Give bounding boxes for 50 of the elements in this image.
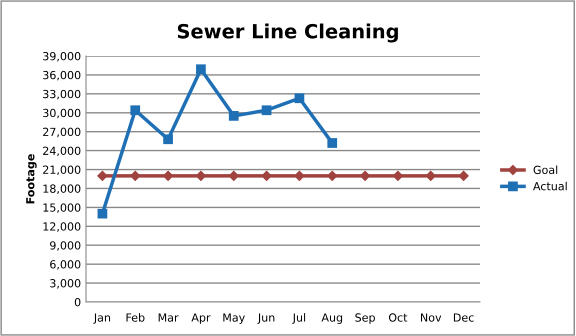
point xyxy=(97,170,108,181)
x-tick-label: Dec xyxy=(454,313,474,322)
point xyxy=(360,170,370,181)
x-tick-label: Jan xyxy=(93,313,110,324)
y-axis-title: Footage xyxy=(26,154,37,204)
point xyxy=(392,170,404,181)
point xyxy=(196,64,206,74)
x-tick-label: Feb xyxy=(126,313,144,322)
y-tick-label: 27,000 xyxy=(43,128,80,138)
y-tick-label: 21,000 xyxy=(43,166,80,176)
point xyxy=(327,138,338,148)
y-tick-label: 39,000 xyxy=(43,52,80,62)
y-tick-label: 6,000 xyxy=(50,260,80,270)
point xyxy=(130,170,140,181)
legend-label: Actual xyxy=(533,182,567,190)
y-tick-label: 12,000 xyxy=(43,222,80,232)
point xyxy=(162,170,174,181)
y-tick-label: 36,000 xyxy=(43,70,80,80)
point xyxy=(294,170,305,181)
x-tick-label: Aug xyxy=(321,313,342,324)
point xyxy=(426,170,436,181)
chart-title: Sewer Line Cleaning xyxy=(178,24,398,42)
point xyxy=(458,170,469,181)
point xyxy=(261,170,272,181)
x-tick-label: Jul xyxy=(292,313,306,324)
point xyxy=(262,105,272,116)
y-tick-label: 33,000 xyxy=(43,90,80,100)
x-tick-label: Oct xyxy=(388,313,408,322)
x-tick-label: Mar xyxy=(158,313,179,322)
y-tick-label: 30,000 xyxy=(43,108,80,118)
y-tick-label: 15,000 xyxy=(43,203,80,213)
x-tick-label: Jun xyxy=(257,313,274,324)
point xyxy=(228,170,239,181)
y-tick-label: 18,000 xyxy=(43,184,80,194)
x-tick-label: Sep xyxy=(355,313,375,324)
x-tick-label: Nov xyxy=(420,313,442,322)
point xyxy=(228,111,239,121)
legend-label: Goal xyxy=(534,165,558,174)
y-tick-label: 9,000 xyxy=(50,241,80,251)
y-tick-label: 3,000 xyxy=(50,279,80,289)
point xyxy=(294,93,304,104)
point xyxy=(196,170,206,181)
point xyxy=(163,134,173,144)
x-tick-label: May xyxy=(223,313,245,324)
point xyxy=(130,105,140,116)
point xyxy=(98,208,108,219)
point xyxy=(327,170,338,181)
x-tick-label: Apr xyxy=(191,313,211,324)
y-tick-label: 0 xyxy=(74,298,80,306)
y-tick-label: 24,000 xyxy=(43,146,80,156)
